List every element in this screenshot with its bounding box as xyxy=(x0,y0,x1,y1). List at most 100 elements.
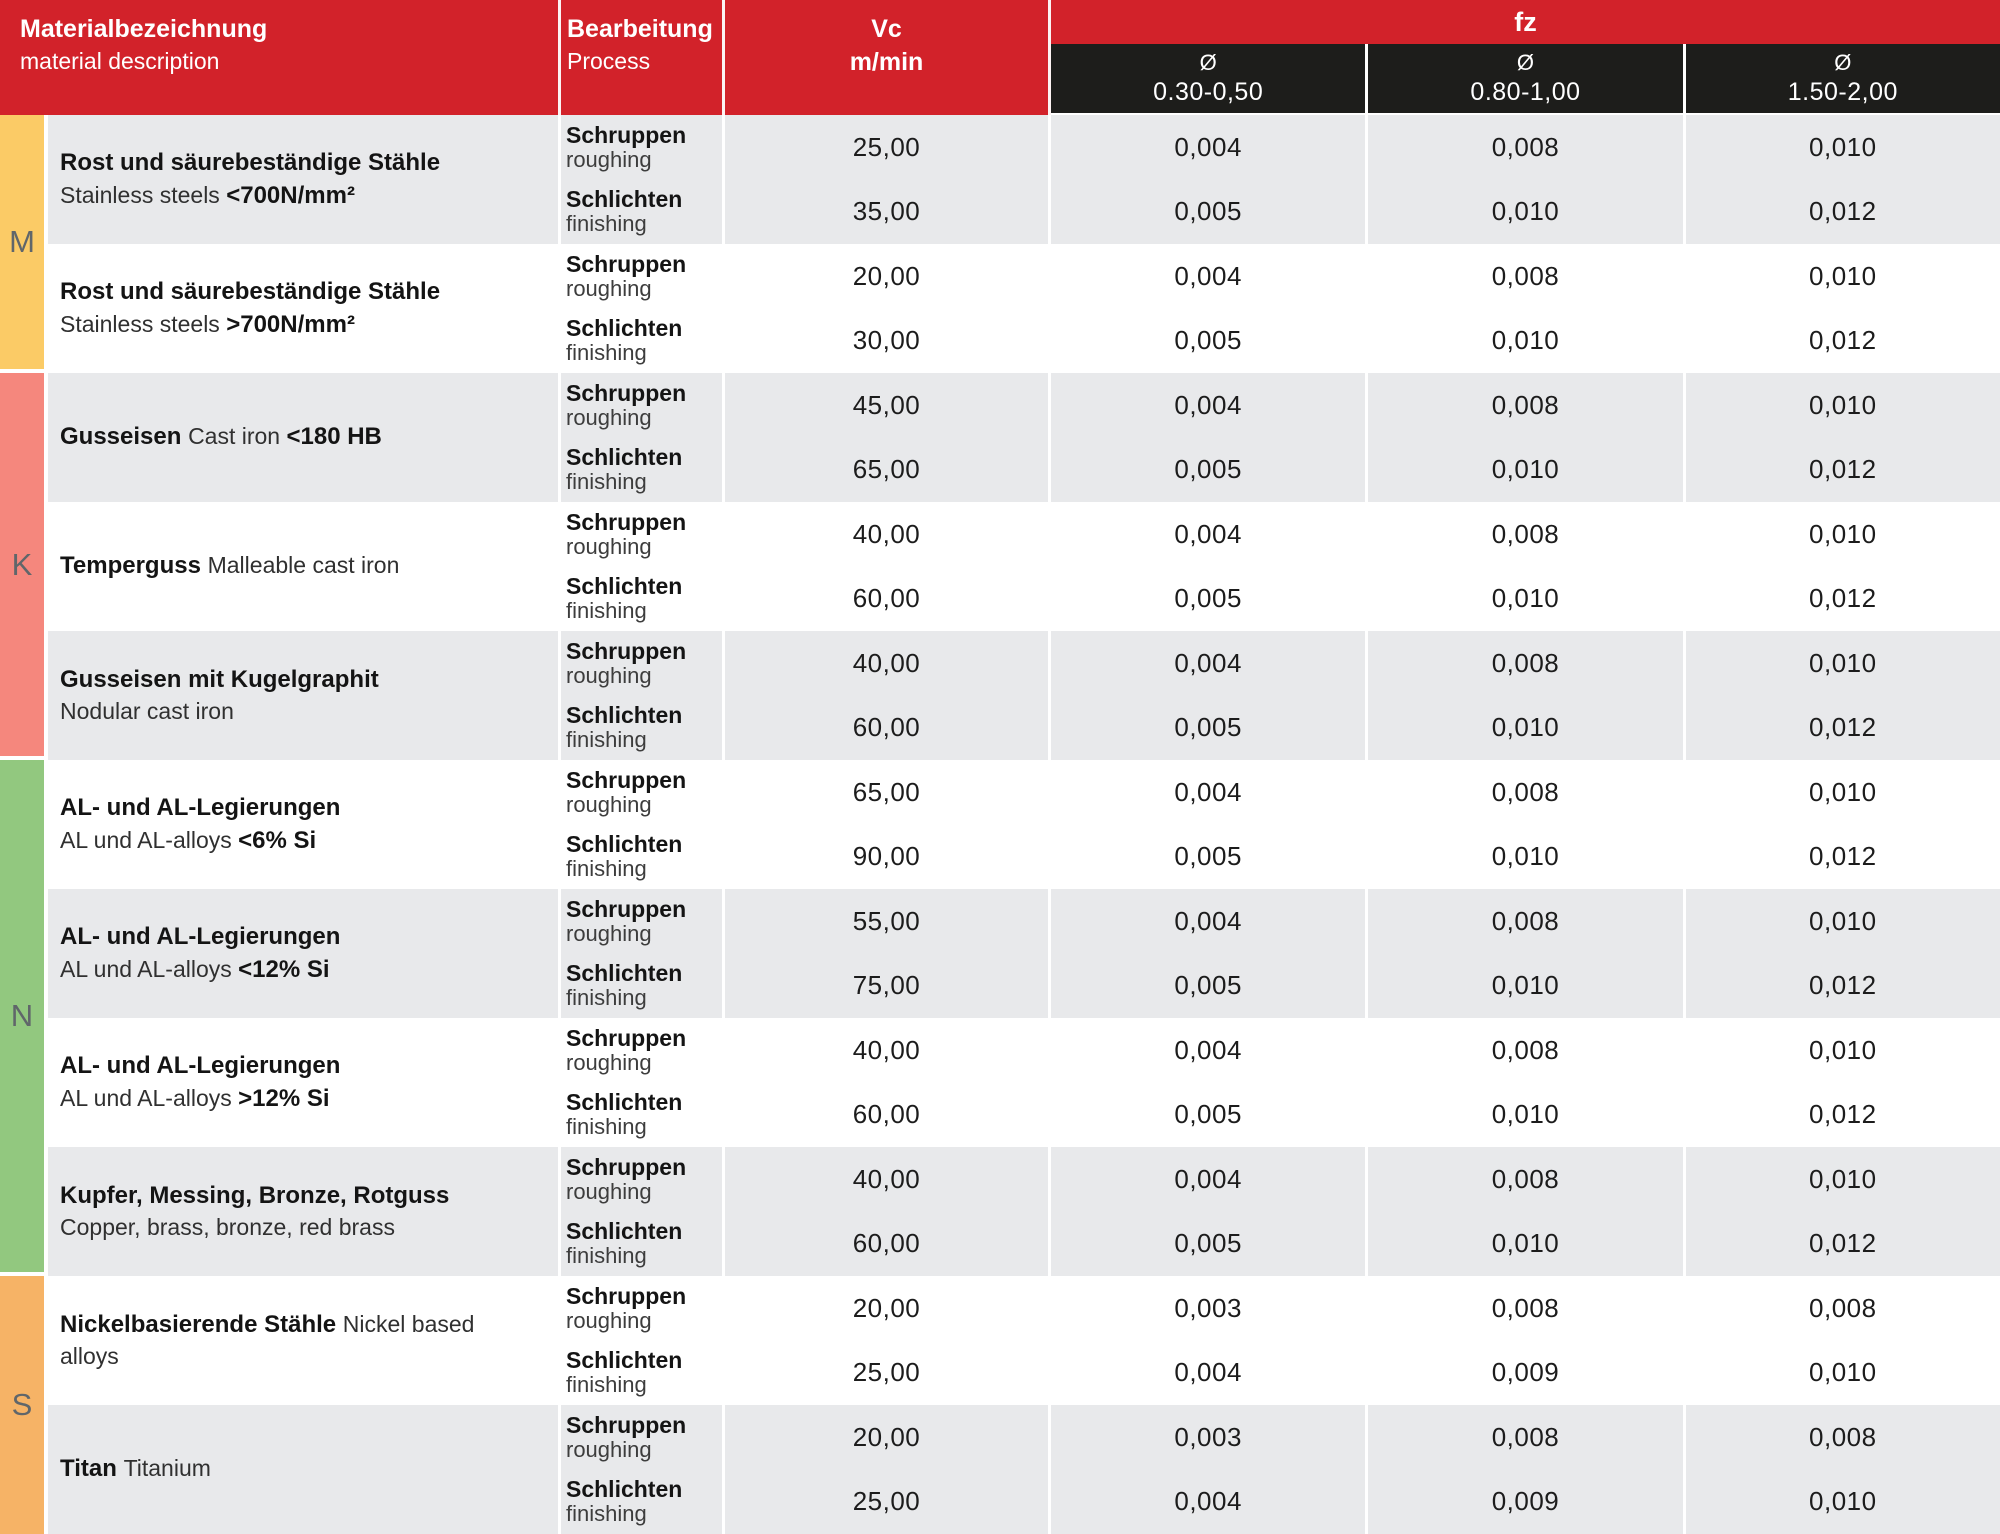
fz-cell-3: 0,008 0,010 xyxy=(1682,1405,2000,1534)
fz-cell-2: 0,008 0,010 xyxy=(1365,760,1682,889)
fz-value: 0,004 xyxy=(1174,1486,1242,1517)
vc-value: 30,00 xyxy=(852,325,921,356)
process-label-en: roughing xyxy=(566,1307,652,1333)
vc-value: 40,00 xyxy=(852,518,921,549)
fz-cell-1: 0,004 0,005 xyxy=(1048,115,1365,244)
process-entry: Schruppen roughing xyxy=(561,244,722,309)
material-text-line: Titan Titanium xyxy=(60,1453,558,1485)
process-label-en: roughing xyxy=(566,146,652,172)
fz-cell-1: 0,004 0,005 xyxy=(1048,631,1365,760)
process-cell: Schruppen roughing Schlichten finishing xyxy=(558,1018,722,1147)
vc-cell: 20,00 30,00 xyxy=(722,244,1048,373)
material-name-bold: Gusseisen mit Kugelgraphit xyxy=(60,666,379,694)
fz-value: 0,008 xyxy=(1491,131,1560,162)
vc-value: 55,00 xyxy=(852,905,921,936)
column-header-vc: Vc m/min xyxy=(722,0,1048,115)
vc-value: 40,00 xyxy=(852,1163,921,1194)
fz-value: 0,009 xyxy=(1491,1486,1560,1517)
material-block: Kupfer, Messing, Bronze, Rotguss Copper, … xyxy=(48,1147,2000,1276)
process-cell: Schruppen roughing Schlichten finishing xyxy=(558,1276,722,1405)
column-header-process: Bearbeitung Process xyxy=(558,0,722,115)
fz-value: 0,008 xyxy=(1491,1292,1560,1323)
diameter-icon: Ø xyxy=(1199,50,1217,76)
strip-column: M K N S xyxy=(0,115,48,1534)
material-name-bold: <700N/mm² xyxy=(226,181,355,209)
fz-cell-3: 0,008 0,010 xyxy=(1682,1276,2000,1405)
vc-value: 40,00 xyxy=(852,1034,921,1065)
process-label-en: finishing xyxy=(566,469,647,495)
process-label-en: roughing xyxy=(566,920,652,946)
process-entry: Schlichten finishing xyxy=(561,1341,722,1406)
fz-value: 0,010 xyxy=(1491,1099,1560,1130)
material-cell: Titan Titanium xyxy=(48,1405,558,1534)
vc-value: 35,00 xyxy=(852,196,921,227)
fz-diameter-2-range: 0.80-1,00 xyxy=(1470,77,1581,106)
rows-column: Rost und säurebeständige Stähle Stainless… xyxy=(48,115,2000,1534)
fz-cell-2: 0,008 0,009 xyxy=(1365,1276,1682,1405)
group-letter-k: K xyxy=(11,546,33,582)
fz-value: 0,004 xyxy=(1174,905,1242,936)
fz-value: 0,010 xyxy=(1491,1228,1560,1259)
fz-value: 0,008 xyxy=(1809,1421,1877,1452)
process-label-en: roughing xyxy=(566,1049,652,1075)
material-name-regular: alloys xyxy=(60,1343,119,1370)
fz-value: 0,004 xyxy=(1174,1357,1242,1388)
material-text-line: Copper, brass, bronze, red brass xyxy=(60,1212,558,1243)
fz-cell-3: 0,010 0,012 xyxy=(1682,502,2000,631)
fz-value: 0,005 xyxy=(1174,325,1242,356)
material-text-line: Stainless steels <700N/mm² xyxy=(60,180,558,212)
material-text-line: Gusseisen Cast iron <180 HB xyxy=(60,421,558,453)
process-label-de: Schlichten xyxy=(566,1476,683,1503)
process-label-de: Schruppen xyxy=(566,250,687,277)
fz-value: 0,008 xyxy=(1491,389,1560,420)
table-body: M K N S Rost und säurebeständige Stähle Stai… xyxy=(0,115,2000,1534)
process-cell: Schruppen roughing Schlichten finishing xyxy=(558,373,722,502)
material-cell: Kupfer, Messing, Bronze, Rotguss Copper, … xyxy=(48,1147,558,1276)
fz-value: 0,005 xyxy=(1174,970,1242,1001)
material-cell: Gusseisen Cast iron <180 HB xyxy=(48,373,558,502)
material-name-bold: >700N/mm² xyxy=(226,310,355,338)
vc-cell: 40,00 60,00 xyxy=(722,1147,1048,1276)
fz-value: 0,008 xyxy=(1491,776,1560,807)
process-entry: Schruppen roughing xyxy=(561,631,722,696)
process-label-en: finishing xyxy=(566,985,647,1011)
fz-value: 0,012 xyxy=(1809,325,1877,356)
process-label-de: Schruppen xyxy=(566,508,687,535)
material-text-line: Kupfer, Messing, Bronze, Rotguss xyxy=(60,1180,558,1212)
group-letter-s: S xyxy=(11,1387,33,1422)
vc-value: 60,00 xyxy=(852,712,921,743)
fz-cell-3: 0,010 0,012 xyxy=(1682,889,2000,1018)
material-name-bold: <6% Si xyxy=(238,826,317,854)
material-cell: AL- und AL-Legierungen AL und AL-alloys >… xyxy=(48,1018,558,1147)
vc-value: 40,00 xyxy=(852,647,921,678)
fz-value: 0,010 xyxy=(1809,1486,1877,1517)
fz-cell-2: 0,008 0,010 xyxy=(1365,1018,1682,1147)
material-name-bold: Rost und säurebeständige Stähle xyxy=(60,278,441,306)
material-name-regular: Copper, brass, bronze, red brass xyxy=(60,1214,395,1241)
material-name-bold: <12% Si xyxy=(238,955,330,983)
fz-label-text: fz xyxy=(1514,6,1537,37)
process-entry: Schruppen roughing xyxy=(561,1405,722,1470)
fz-value: 0,004 xyxy=(1174,131,1242,162)
material-block: Rost und säurebeständige Stähle Stainless… xyxy=(48,244,2000,373)
fz-cell-1: 0,004 0,005 xyxy=(1048,502,1365,631)
fz-cell-3: 0,010 0,012 xyxy=(1682,1018,2000,1147)
material-name-bold: AL- und AL-Legierungen xyxy=(60,1052,341,1080)
material-block: Nickelbasierende Stähle Nickel based allo… xyxy=(48,1276,2000,1405)
fz-cell-1: 0,004 0,005 xyxy=(1048,1147,1365,1276)
fz-value: 0,010 xyxy=(1491,583,1560,614)
material-name-bold: <180 HB xyxy=(286,423,382,451)
process-label-en: roughing xyxy=(566,275,652,301)
process-label-de: Schruppen xyxy=(566,1282,687,1309)
column-header-process-de: Bearbeitung xyxy=(567,15,713,43)
process-label-en: roughing xyxy=(566,791,652,817)
vc-cell: 65,00 90,00 xyxy=(722,760,1048,889)
fz-diameter-1: Ø 0.30-0,50 xyxy=(1051,44,1365,113)
process-cell: Schruppen roughing Schlichten finishing xyxy=(558,889,722,1018)
material-text-line: AL und AL-alloys <6% Si xyxy=(60,825,558,857)
material-name-regular: Cast iron xyxy=(188,423,287,450)
material-cell: Gusseisen mit Kugelgraphit Nodular cast i… xyxy=(48,631,558,760)
group-strip-m: M xyxy=(0,115,44,369)
material-text-line: AL- und AL-Legierungen xyxy=(60,921,558,953)
fz-value: 0,012 xyxy=(1809,583,1877,614)
